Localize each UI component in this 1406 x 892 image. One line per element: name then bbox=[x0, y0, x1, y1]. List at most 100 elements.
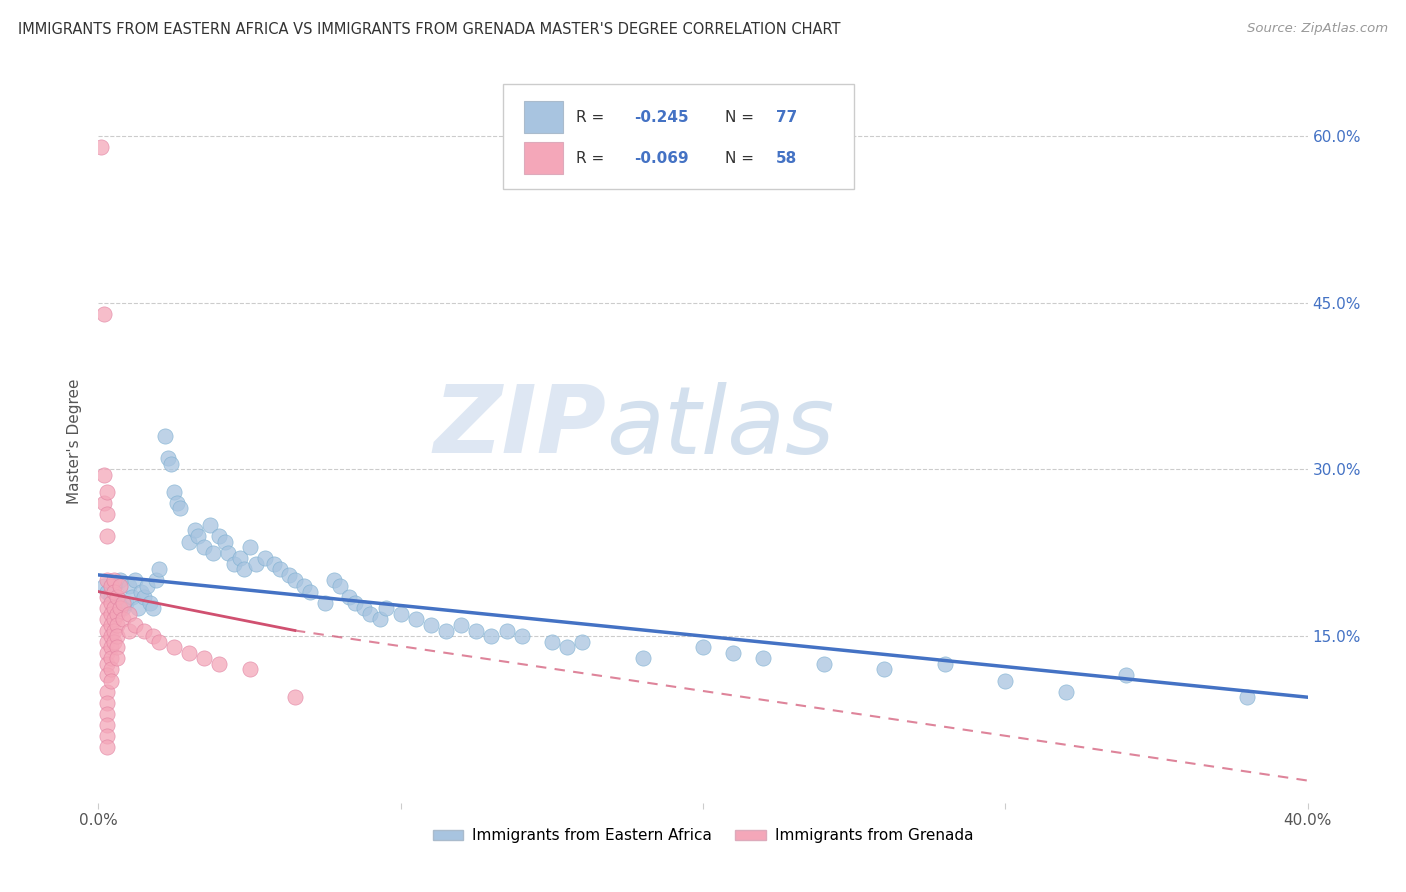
Point bbox=[284, 574, 307, 588]
Point bbox=[163, 484, 186, 499]
Point bbox=[148, 562, 170, 576]
Text: IMMIGRANTS FROM EASTERN AFRICA VS IMMIGRANTS FROM GRENADA MASTER'S DEGREE CORREL: IMMIGRANTS FROM EASTERN AFRICA VS IMMIGR… bbox=[18, 22, 841, 37]
Point bbox=[245, 557, 267, 571]
Point bbox=[100, 662, 122, 676]
Point bbox=[96, 507, 118, 521]
Point bbox=[224, 557, 246, 571]
Point bbox=[481, 629, 503, 643]
Point bbox=[540, 634, 562, 648]
Point bbox=[284, 690, 307, 705]
Point bbox=[360, 607, 382, 621]
Point bbox=[100, 629, 122, 643]
Point bbox=[166, 496, 188, 510]
Text: R =: R = bbox=[576, 151, 609, 166]
Point bbox=[108, 579, 131, 593]
Point bbox=[217, 546, 239, 560]
Point bbox=[299, 584, 322, 599]
Point bbox=[214, 534, 236, 549]
Point bbox=[100, 579, 122, 593]
Point bbox=[723, 646, 745, 660]
Text: atlas: atlas bbox=[606, 382, 835, 473]
Point bbox=[153, 429, 176, 443]
Point bbox=[202, 546, 225, 560]
Point bbox=[96, 646, 118, 660]
Point bbox=[96, 529, 118, 543]
Point bbox=[108, 574, 131, 588]
Point bbox=[93, 307, 115, 321]
Point bbox=[873, 662, 896, 676]
Point bbox=[124, 618, 146, 632]
Point bbox=[105, 590, 128, 604]
Point bbox=[100, 640, 122, 655]
Point bbox=[193, 540, 215, 554]
FancyBboxPatch shape bbox=[524, 101, 562, 133]
Point bbox=[93, 579, 115, 593]
Point bbox=[90, 140, 112, 154]
Point bbox=[323, 574, 346, 588]
Point bbox=[108, 601, 131, 615]
Point bbox=[232, 562, 254, 576]
FancyBboxPatch shape bbox=[503, 84, 855, 189]
Point bbox=[96, 668, 118, 682]
Point bbox=[692, 640, 714, 655]
Point bbox=[229, 551, 252, 566]
Point bbox=[374, 601, 396, 615]
Point bbox=[103, 574, 125, 588]
Point bbox=[124, 574, 146, 588]
Point bbox=[187, 529, 209, 543]
Point bbox=[510, 629, 533, 643]
Point bbox=[434, 624, 457, 638]
Point bbox=[239, 662, 262, 676]
Point bbox=[96, 657, 118, 671]
Text: ZIP: ZIP bbox=[433, 381, 606, 473]
Text: Source: ZipAtlas.com: Source: ZipAtlas.com bbox=[1247, 22, 1388, 36]
Point bbox=[100, 651, 122, 665]
Point bbox=[934, 657, 956, 671]
Point bbox=[111, 601, 134, 615]
Text: N =: N = bbox=[724, 151, 759, 166]
Text: R =: R = bbox=[576, 110, 609, 125]
Point bbox=[100, 607, 122, 621]
Point bbox=[405, 612, 427, 626]
Point bbox=[344, 596, 367, 610]
Point bbox=[142, 601, 165, 615]
Point bbox=[103, 624, 125, 638]
Point bbox=[105, 607, 128, 621]
Text: 77: 77 bbox=[776, 110, 797, 125]
Point bbox=[193, 651, 215, 665]
Point bbox=[160, 457, 183, 471]
Point bbox=[96, 696, 118, 710]
Point bbox=[105, 618, 128, 632]
Point bbox=[156, 451, 179, 466]
Point bbox=[389, 607, 412, 621]
Point bbox=[253, 551, 276, 566]
Point bbox=[105, 629, 128, 643]
Point bbox=[96, 590, 118, 604]
Point bbox=[450, 618, 472, 632]
Point bbox=[1054, 684, 1077, 698]
Point bbox=[263, 557, 285, 571]
Point bbox=[329, 579, 352, 593]
Point bbox=[571, 634, 593, 648]
Point bbox=[118, 607, 141, 621]
Point bbox=[100, 596, 122, 610]
Point bbox=[139, 596, 162, 610]
Point bbox=[96, 634, 118, 648]
Point bbox=[132, 590, 155, 604]
Point bbox=[142, 629, 165, 643]
Point bbox=[103, 584, 125, 599]
Point bbox=[103, 579, 125, 593]
Point bbox=[103, 634, 125, 648]
Point bbox=[145, 574, 167, 588]
Point bbox=[314, 596, 336, 610]
Point bbox=[368, 612, 391, 626]
Point bbox=[208, 657, 231, 671]
Point bbox=[184, 524, 207, 538]
Legend: Immigrants from Eastern Africa, Immigrants from Grenada: Immigrants from Eastern Africa, Immigran… bbox=[426, 822, 980, 849]
Point bbox=[103, 601, 125, 615]
Point bbox=[465, 624, 488, 638]
Point bbox=[813, 657, 835, 671]
Point bbox=[208, 529, 231, 543]
Point bbox=[118, 579, 141, 593]
Point bbox=[96, 601, 118, 615]
